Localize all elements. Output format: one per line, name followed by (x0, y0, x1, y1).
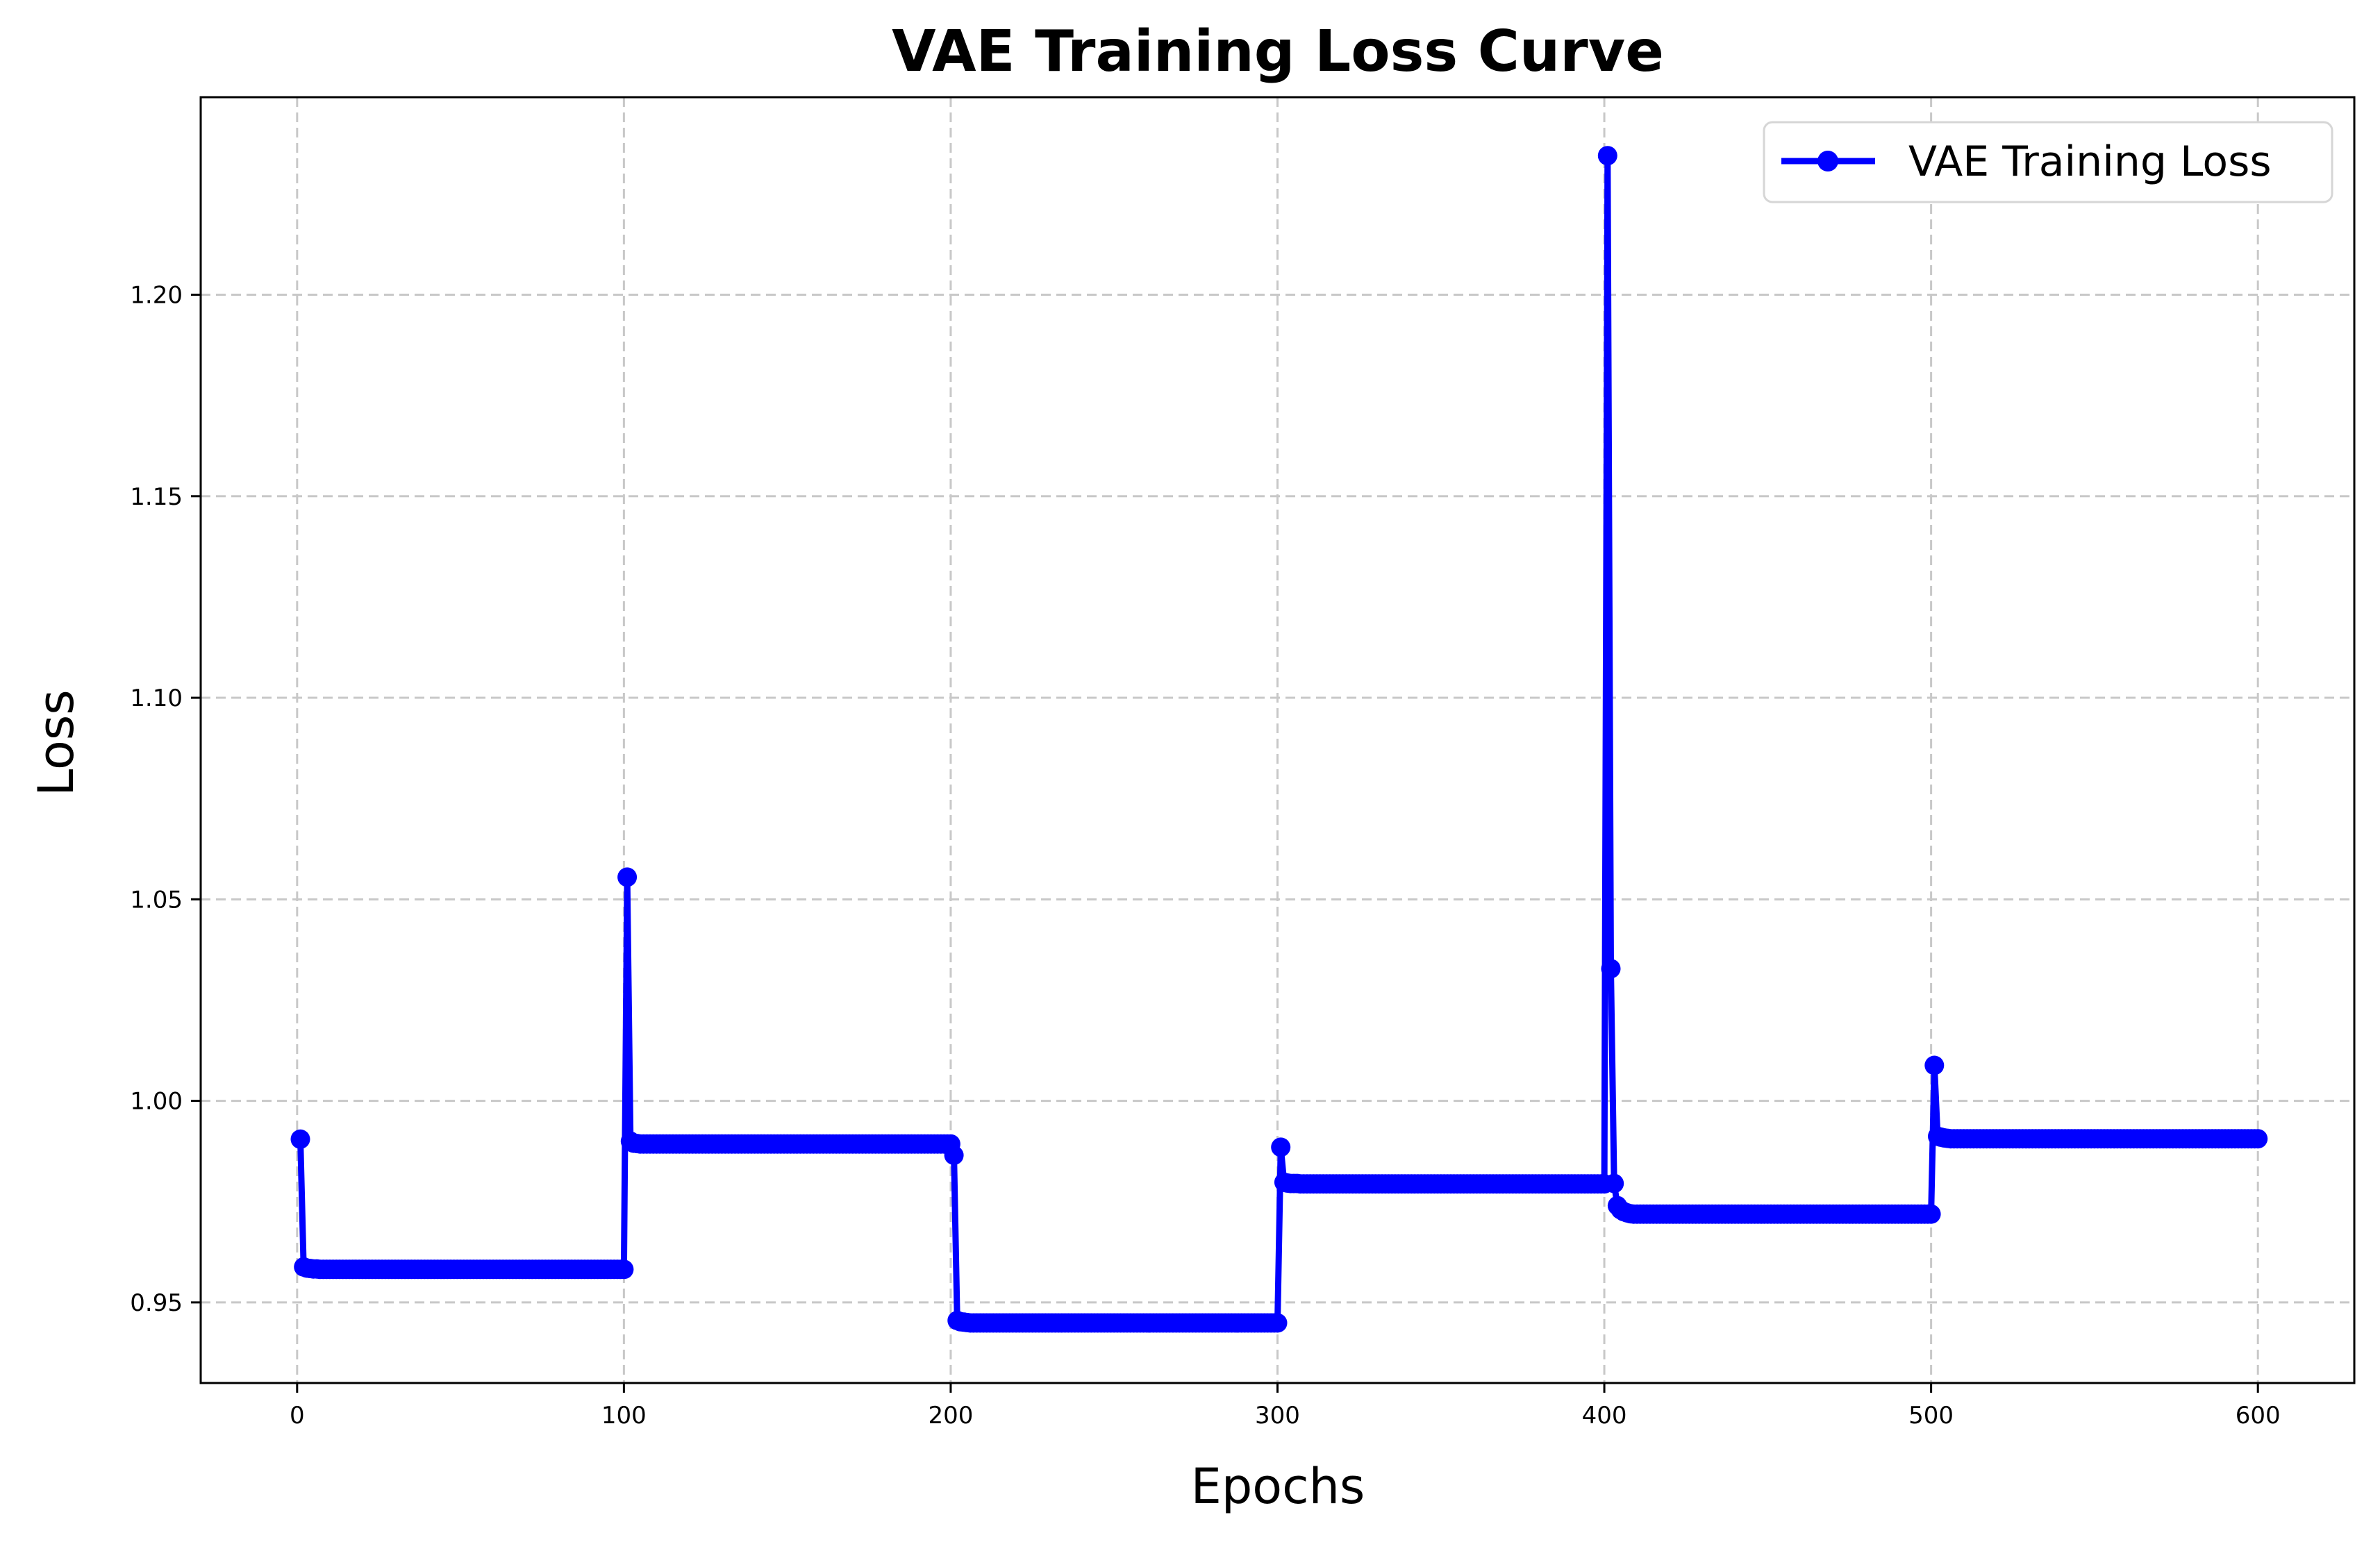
data-point (1604, 1173, 1624, 1193)
y-tick-label: 1.15 (130, 483, 183, 511)
x-tick-label: 100 (601, 1402, 647, 1430)
data-point (2248, 1129, 2268, 1149)
y-axis-label: Loss (28, 689, 85, 796)
y-tick-label: 1.10 (130, 685, 183, 712)
data-point (1601, 959, 1621, 979)
legend: VAE Training Loss (1763, 121, 2333, 203)
data-point (290, 1129, 310, 1149)
series-markers (290, 146, 2268, 1333)
data-point (944, 1146, 964, 1165)
y-tick-label: 0.95 (130, 1289, 183, 1317)
x-tick-label: 0 (290, 1402, 305, 1430)
data-point (1267, 1313, 1288, 1333)
legend-box (1763, 121, 2333, 203)
data-point (617, 867, 638, 887)
y-tick-label: 1.00 (130, 1088, 183, 1116)
series-vae-training-loss (290, 146, 2268, 1333)
x-tick-label: 300 (1255, 1402, 1300, 1430)
axis-ticks: 0 100 200 300 400 500 600 0.95 1.00 1.05 1.10 1.15 1… (130, 281, 2280, 1430)
x-tick-label: 600 (2236, 1402, 2281, 1430)
chart-title: VAE Training Loss Curve (892, 19, 1664, 85)
x-tick-label: 400 (1582, 1402, 1627, 1430)
data-point (1271, 1137, 1291, 1157)
legend-label: VAE Training Loss (1908, 137, 2272, 186)
data-point (1597, 146, 1617, 166)
data-point (1924, 1055, 1945, 1075)
data-point (1921, 1204, 1941, 1224)
x-tick-label: 200 (928, 1402, 973, 1430)
series-line (297, 152, 2258, 1326)
data-point (614, 1259, 634, 1280)
x-axis-label: Epochs (1191, 1458, 1365, 1515)
legend-marker-swatch (1817, 151, 1838, 171)
y-tick-label: 1.05 (130, 886, 183, 914)
x-tick-label: 500 (1908, 1402, 1954, 1430)
y-tick-label: 1.20 (130, 281, 183, 309)
